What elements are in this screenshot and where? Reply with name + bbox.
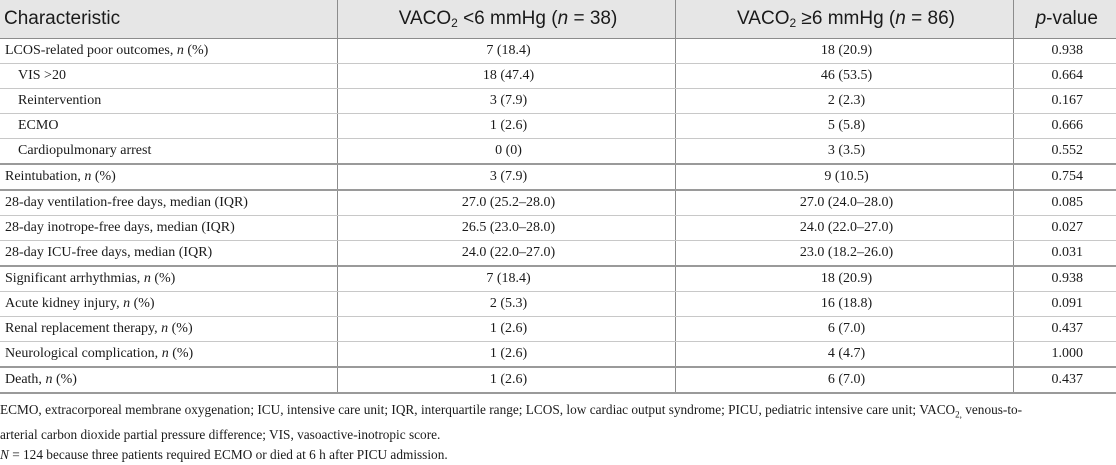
cell-high: 18 (20.9) [675,38,1014,64]
table-row: 28-day ICU-free days, median (IQR) 24.0 … [0,240,1116,267]
row-label: 28-day ICU-free days, median (IQR) [0,240,338,267]
table-row: Cardiopulmonary arrest 0 (0) 3 (3.5) 0.5… [0,138,1116,165]
row-label: Significant arrhythmias, n (%) [0,265,338,292]
row-label: 28-day inotrope-free days, median (IQR) [0,215,338,241]
table-row: LCOS-related poor outcomes, n (%) 7 (18.… [0,38,1116,64]
footnote-abbreviations: ECMO, extracorporeal membrane oxygenatio… [0,402,1023,420]
cell-p: 0.437 [1013,316,1116,342]
cell-high: 46 (53.5) [675,63,1014,89]
cell-high: 16 (18.8) [675,291,1014,317]
outcomes-table: Characteristic VACO2 <6 mmHg (n = 38) VA… [0,0,1116,394]
row-label: Reintervention [0,88,338,114]
table-row: VIS >20 18 (47.4) 46 (53.5) 0.664 [0,63,1116,89]
cell-p: 0.664 [1013,63,1116,89]
cell-p: 0.031 [1013,240,1116,267]
cell-p: 0.437 [1013,366,1116,394]
cell-low: 1 (2.6) [337,366,676,394]
cell-p: 1.000 [1013,341,1116,368]
cell-low: 1 (2.6) [337,316,676,342]
table-row: Renal replacement therapy, n (%) 1 (2.6)… [0,316,1116,342]
cell-low: 3 (7.9) [337,88,676,114]
cell-low: 3 (7.9) [337,163,676,191]
table-row: ECMO 1 (2.6) 5 (5.8) 0.666 [0,113,1116,139]
cell-low: 26.5 (23.0–28.0) [337,215,676,241]
cell-high: 3 (3.5) [675,138,1014,165]
cell-p: 0.938 [1013,265,1116,292]
cell-p: 0.091 [1013,291,1116,317]
cell-p: 0.938 [1013,38,1116,64]
cell-high: 24.0 (22.0–27.0) [675,215,1014,241]
row-label: Renal replacement therapy, n (%) [0,316,338,342]
header-p-value: p-value [1013,0,1116,39]
table-row: Neurological complication, n (%) 1 (2.6)… [0,341,1116,368]
footnote-abbreviations-cont: arterial carbon dioxide partial pressure… [0,426,441,442]
cell-low: 7 (18.4) [337,38,676,64]
table-row: Acute kidney injury, n (%) 2 (5.3) 16 (1… [0,291,1116,317]
cell-p: 0.167 [1013,88,1116,114]
cell-low: 7 (18.4) [337,265,676,292]
cell-high: 6 (7.0) [675,366,1014,394]
table-row: Death, n (%) 1 (2.6) 6 (7.0) 0.437 [0,366,1116,394]
cell-low: 2 (5.3) [337,291,676,317]
cell-p: 0.754 [1013,163,1116,191]
cell-low: 0 (0) [337,138,676,165]
header-row: Characteristic VACO2 <6 mmHg (n = 38) VA… [0,0,1116,39]
header-vaco2-low: VACO2 <6 mmHg (n = 38) [337,0,676,39]
cell-p: 0.027 [1013,215,1116,241]
header-characteristic: Characteristic [0,0,338,39]
cell-high: 9 (10.5) [675,163,1014,191]
cell-low: 24.0 (22.0–27.0) [337,240,676,267]
row-label: 28-day ventilation-free days, median (IQ… [0,189,338,216]
cell-high: 23.0 (18.2–26.0) [675,240,1014,267]
table-row: 28-day ventilation-free days, median (IQ… [0,189,1116,216]
row-label: Cardiopulmonary arrest [0,138,338,165]
row-label: LCOS-related poor outcomes, n (%) [0,38,338,64]
cell-high: 6 (7.0) [675,316,1014,342]
row-label: ECMO [0,113,338,139]
cell-p: 0.666 [1013,113,1116,139]
table-row: Reintubation, n (%) 3 (7.9) 9 (10.5) 0.7… [0,163,1116,191]
cell-low: 18 (47.4) [337,63,676,89]
row-label: VIS >20 [0,63,338,89]
cell-p: 0.552 [1013,138,1116,165]
row-label: Reintubation, n (%) [0,163,338,191]
cell-high: 4 (4.7) [675,341,1014,368]
table-footnotes: ECMO, extracorporeal membrane oxygenatio… [0,394,1116,465]
cell-low: 1 (2.6) [337,341,676,368]
header-vaco2-high: VACO2 ≥6 mmHg (n = 86) [675,0,1014,39]
row-label: Death, n (%) [0,366,338,394]
cell-low: 1 (2.6) [337,113,676,139]
cell-low: 27.0 (25.2–28.0) [337,189,676,216]
row-label: Acute kidney injury, n (%) [0,291,338,317]
cell-high: 18 (20.9) [675,265,1014,292]
table-row: Reintervention 3 (7.9) 2 (2.3) 0.167 [0,88,1116,114]
row-label: Neurological complication, n (%) [0,341,338,368]
footnote-sample-size: N = 124 because three patients required … [0,446,448,462]
cell-high: 2 (2.3) [675,88,1014,114]
cell-high: 27.0 (24.0–28.0) [675,189,1014,216]
table-row: Significant arrhythmias, n (%) 7 (18.4) … [0,265,1116,292]
cell-high: 5 (5.8) [675,113,1014,139]
table-row: 28-day inotrope-free days, median (IQR) … [0,215,1116,241]
cell-p: 0.085 [1013,189,1116,216]
